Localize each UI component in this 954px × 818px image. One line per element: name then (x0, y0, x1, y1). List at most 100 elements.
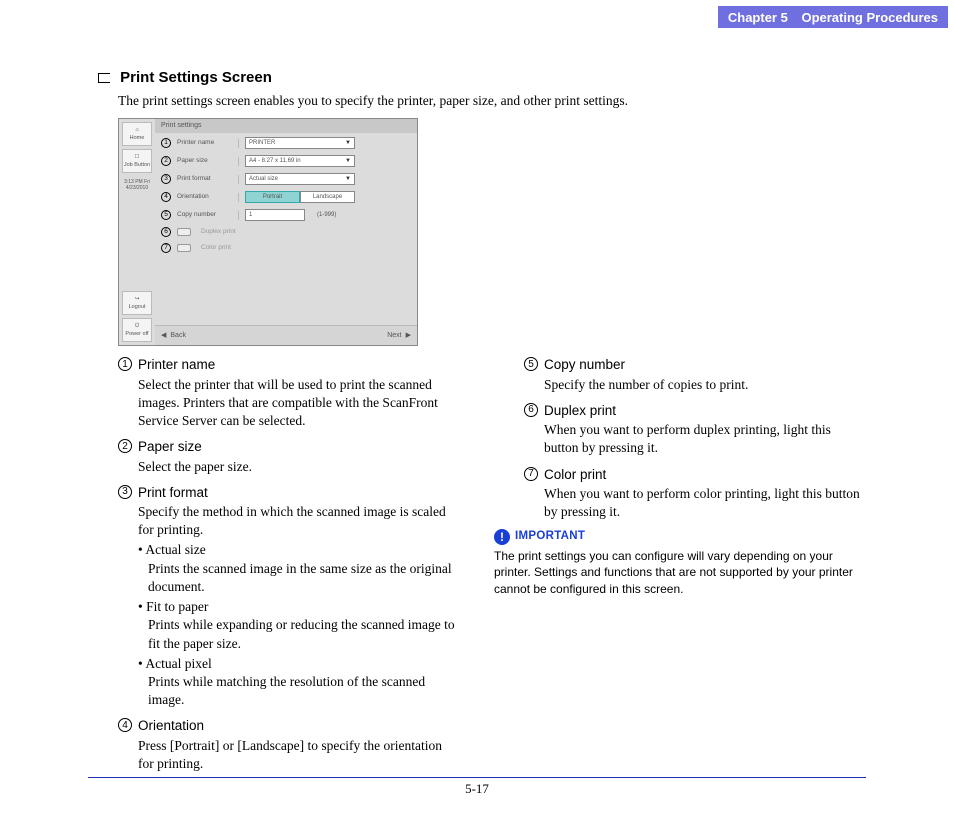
row-duplex: 6 Duplex print (161, 227, 411, 237)
label-paper-size: Paper size (177, 157, 239, 166)
item-7-title: Color print (544, 466, 606, 484)
section-heading: Print Settings Screen (98, 68, 866, 88)
callout-6: 6 (161, 227, 171, 237)
row-color-print: 7 Color print (161, 243, 411, 253)
home-icon: ⌂ (135, 127, 138, 134)
item-6-title: Duplex print (544, 402, 616, 420)
screenshot-main: Print settings 1 Printer name PRINTER 2 … (155, 119, 417, 345)
item-3-sub1: • Actual size Prints the scanned image i… (138, 541, 460, 596)
callout-7: 7 (161, 243, 171, 253)
callout-5: 5 (161, 210, 171, 220)
dropdown-print-format[interactable]: Actual size (245, 173, 355, 185)
job-button[interactable]: ☐ Job Button (122, 149, 152, 173)
item-3-title: Print format (138, 484, 208, 502)
item-6: 6 Duplex print When you want to perform … (524, 402, 866, 458)
toggle-duplex[interactable] (177, 228, 191, 236)
item-1-title: Printer name (138, 356, 215, 374)
item-3: 3 Print format Specify the method in whi… (118, 484, 460, 710)
segmented-orientation: Portrait Landscape (245, 191, 355, 203)
row-print-format: 3 Print format Actual size (161, 173, 411, 185)
item-3-sub1-body: Prints the scanned image in the same siz… (148, 560, 460, 596)
left-column: 1 Printer name Select the printer that w… (88, 356, 460, 781)
item-7-body: When you want to perform color printing,… (544, 485, 866, 521)
item-4-title: Orientation (138, 717, 204, 735)
section-bullet-icon (98, 73, 110, 83)
nav-next-button[interactable]: Next (387, 331, 401, 340)
enum-5: 5 (524, 357, 538, 371)
row-copy-number: 5 Copy number 1 (1-999) (161, 209, 411, 221)
dropdown-paper-size[interactable]: A4 - 8.27 x 11.69 in (245, 155, 355, 167)
row-paper-size: 2 Paper size A4 - 8.27 x 11.69 in (161, 155, 411, 167)
item-5-title: Copy number (544, 356, 625, 374)
nav-back-group: ◀ Back (161, 331, 186, 340)
chapter-number: Chapter 5 (728, 10, 788, 25)
page-number: 5-17 (0, 780, 954, 798)
label-orientation: Orientation (177, 193, 239, 202)
job-label: Job Button (124, 162, 150, 169)
timestamp-label: 3:13 PM Fri 4/23/2010 (122, 176, 152, 288)
chapter-banner: Chapter 5 Operating Procedures (718, 6, 948, 28)
screenshot-title: Print settings (155, 119, 417, 133)
description-columns: 1 Printer name Select the printer that w… (88, 356, 866, 781)
callout-1: 1 (161, 138, 171, 148)
page-body: Print Settings Screen The print settings… (0, 50, 954, 818)
item-2: 2 Paper size Select the paper size. (118, 438, 460, 475)
item-2-body: Select the paper size. (138, 458, 460, 476)
copy-range: (1-999) (317, 211, 336, 219)
item-4: 4 Orientation Press [Portrait] or [Lands… (118, 717, 460, 773)
item-3-sub2-head: • Fit to paper (138, 598, 460, 616)
important-block: ! IMPORTANT The print settings you can c… (494, 529, 866, 597)
footer-divider (88, 777, 866, 778)
row-orientation: 4 Orientation Portrait Landscape (161, 191, 411, 203)
logout-button[interactable]: ↪ Logout (122, 291, 152, 315)
item-3-body: Specify the method in which the scanned … (138, 503, 460, 539)
orientation-portrait-button[interactable]: Portrait (245, 191, 300, 203)
screenshot-bottom-nav: ◀ Back Next ▶ (155, 325, 417, 345)
screenshot-sidebar: ⌂ Home ☐ Job Button 3:13 PM Fri 4/23/201… (119, 119, 155, 345)
right-column: 5 Copy number Specify the number of copi… (494, 356, 866, 781)
section-intro: The print settings screen enables you to… (118, 92, 866, 110)
enum-6: 6 (524, 403, 538, 417)
item-5-body: Specify the number of copies to print. (544, 376, 866, 394)
print-settings-screenshot: ⌂ Home ☐ Job Button 3:13 PM Fri 4/23/201… (118, 118, 418, 346)
item-3-sub2-body: Prints while expanding or reducing the s… (148, 616, 460, 652)
item-6-body: When you want to perform duplex printing… (544, 421, 866, 457)
callout-4: 4 (161, 192, 171, 202)
item-5: 5 Copy number Specify the number of copi… (524, 356, 866, 393)
item-2-title: Paper size (138, 438, 202, 456)
item-1: 1 Printer name Select the printer that w… (118, 356, 460, 430)
nav-left-arrow-icon[interactable]: ◀ (161, 331, 166, 340)
label-copy-number: Copy number (177, 211, 239, 220)
row-printer-name: 1 Printer name PRINTER (161, 137, 411, 149)
screenshot-form: 1 Printer name PRINTER 2 Paper size A4 -… (155, 133, 417, 257)
item-3-sub3-head: • Actual pixel (138, 655, 460, 673)
item-3-sub3: • Actual pixel Prints while matching the… (138, 655, 460, 710)
label-color-print: Color print (201, 244, 231, 253)
label-print-format: Print format (177, 175, 239, 184)
poweroff-label: Power off (125, 331, 148, 338)
nav-next-group: Next ▶ (387, 331, 411, 340)
nav-back-button[interactable]: Back (170, 331, 186, 340)
enum-3: 3 (118, 485, 132, 499)
home-label: Home (130, 135, 145, 142)
callout-3: 3 (161, 174, 171, 184)
callout-2: 2 (161, 156, 171, 166)
label-printer-name: Printer name (177, 139, 239, 148)
nav-right-arrow-icon[interactable]: ▶ (406, 331, 411, 340)
important-label: IMPORTANT (515, 529, 585, 545)
poweroff-button[interactable]: ⏻ Power off (122, 318, 152, 342)
input-copy-number[interactable]: 1 (245, 209, 305, 221)
logout-icon: ↪ (135, 296, 140, 303)
orientation-landscape-button[interactable]: Landscape (300, 191, 355, 203)
section-heading-text: Print Settings Screen (120, 69, 272, 86)
item-1-body: Select the printer that will be used to … (138, 376, 460, 431)
toggle-color-print[interactable] (177, 244, 191, 252)
enum-2: 2 (118, 439, 132, 453)
enum-1: 1 (118, 357, 132, 371)
item-4-body: Press [Portrait] or [Landscape] to speci… (138, 737, 460, 773)
chapter-title: Operating Procedures (801, 10, 938, 25)
home-button[interactable]: ⌂ Home (122, 122, 152, 146)
enum-7: 7 (524, 467, 538, 481)
dropdown-printer-name[interactable]: PRINTER (245, 137, 355, 149)
job-icon: ☐ (135, 154, 140, 161)
